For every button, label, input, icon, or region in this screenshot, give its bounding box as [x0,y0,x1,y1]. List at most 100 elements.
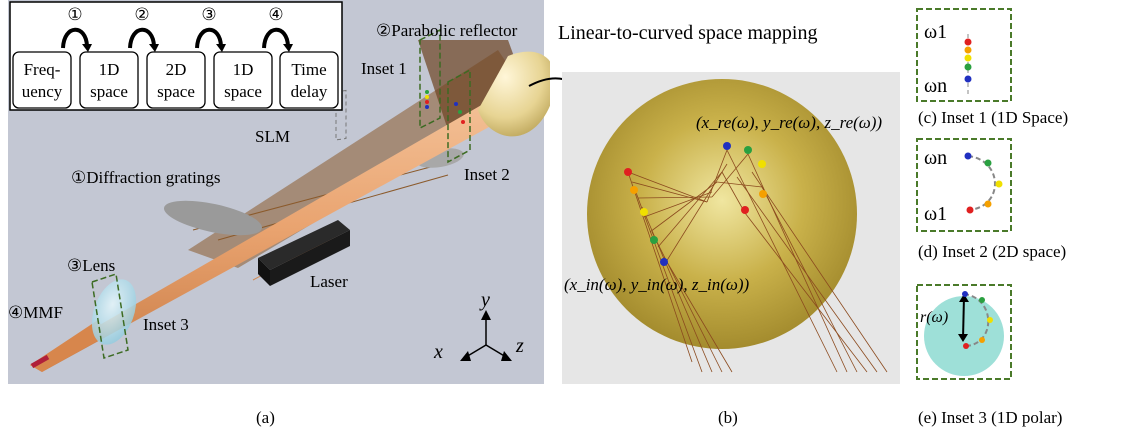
re-dot-orange [759,190,767,198]
flow-box-3-line1: 2D [166,60,187,79]
panel-b-title: Linear-to-curved space mapping [558,22,818,44]
c-dot-orange [964,46,972,54]
re-dot-blue [723,142,731,150]
label-diffraction-gratings: ①Diffraction gratings [71,168,220,187]
in-dot-blue [660,258,668,266]
radius-arrow [962,295,965,340]
label-mmf: ④MMF [8,303,63,322]
flow-box-1-line1: Freq- [24,60,61,79]
d-omega-top: ωn [924,147,947,169]
flow-box-3-line2: space [157,82,195,101]
label-in-coordinates: (x_in(ω), y_in(ω), z_in(ω)) [564,275,750,294]
label-lens: ③Lens [67,256,115,275]
slm-plate [335,89,347,141]
panel-e-figure: r(ω) [916,284,1012,380]
axis-y-label: y [479,289,490,311]
flow-box-4-line2: space [224,82,262,101]
laser-box-front [270,230,350,286]
caption-d: (d) Inset 2 (2D space) [918,242,1067,261]
label-inset2: Inset 2 [464,165,510,184]
main-beam [30,88,520,372]
inset2-dot-red [461,120,465,124]
label-re-coordinates: (x_re(ω), y_re(ω), z_re(ω)) [696,113,882,132]
inset1-frame [916,8,1012,102]
inset2-dot-green [458,110,462,114]
d-dot-orange [984,200,992,208]
label-parabolic-reflector: ②Parabolic reflector [376,21,518,40]
axis-z-line [485,344,507,358]
caption-e: (e) Inset 3 (1D polar) [918,408,1063,427]
c-omega-top: ω1 [924,21,947,43]
inset2-dot-blue [454,102,458,106]
ray-bundle [627,149,888,373]
flow-step-1-number: ① [67,5,82,24]
radius-label: r(ω) [920,309,948,326]
inset3-box [91,273,129,359]
in-dot-yellow [640,208,648,216]
d-dot-green [984,159,992,167]
flow-box-3 [146,51,206,109]
flow-step-4-number: ④ [268,5,283,24]
flow-step-2-number: ② [134,5,149,24]
re-dot-green [744,146,752,154]
axis-z-label: z [515,335,524,357]
flow-step-3-number: ③ [201,5,216,24]
panel-c-figure: ω1 ωn [916,8,1012,102]
flow-box-1-line2: uency [22,82,63,101]
flow-arrowhead-2 [149,44,159,52]
d-dot-yellow [995,180,1003,188]
label-slm: SLM [255,127,290,146]
e-dot-yellow [987,317,993,323]
flow-arrow-2 [128,27,156,49]
flow-box-2-line2: space [90,82,128,101]
label-inset3: Inset 3 [143,315,189,334]
caption-b: (b) [718,408,738,427]
reflector-sphere [587,79,857,349]
flow-box-5 [279,51,339,109]
flow-box-2-line1: 1D [99,60,120,79]
flow-arrowhead-3 [216,44,226,52]
panel-e: r(ω) [916,284,1012,380]
flow-steps: Freq- uency 1D space 2D space 1D space T… [12,5,339,109]
beam-taper [30,320,108,372]
panel-b-figure: (x_re(ω), y_re(ω), z_re(ω)) (x_in(ω), y_… [562,72,900,384]
c-omega-bottom: ωn [924,75,947,97]
flow-arrow-1 [61,27,89,49]
inset2-box [447,68,471,164]
label-laser: Laser [310,272,348,291]
laser-box-top [258,220,350,270]
flow-arrow-4 [262,27,290,49]
d-omega-bottom: ω1 [924,203,947,225]
e-dot-blue [962,291,968,297]
flow-box-4-line1: 1D [233,60,254,79]
caption-c: (c) Inset 1 (1D Space) [918,108,1069,127]
mmf-fiber [30,354,50,369]
parabolic-reflector [478,51,556,137]
axis-x-line [465,344,487,358]
c-dot-yellow [964,54,972,62]
caption-a: (a) [256,408,275,427]
re-dot-red [741,206,749,214]
inset1-dot-blue [425,105,429,109]
grating-plate-1 [164,200,262,236]
flow-box-5-line2: delay [291,82,328,101]
lens [91,279,137,345]
flow-arrow-3 [195,27,223,49]
flow-box-5-line1: Time [291,60,326,79]
axis-x-label: x [433,341,443,363]
e-dot-orange [979,337,985,343]
c-dot-red [964,38,972,46]
inset1-dot-red [425,100,429,104]
in-dot-green [650,236,658,244]
panel-d: ωn ω1 [916,138,1012,232]
radius-arrow-head-bottom [958,334,968,342]
label-inset1: Inset 1 [361,59,407,78]
inset1-box [419,28,441,130]
flow-arrowhead-4 [283,44,293,52]
e-dot-red [963,343,969,349]
inset1-dot-green [425,90,429,94]
axis-triad: y x z [433,289,524,363]
inset1-dot-yellow [425,95,429,99]
polar-guide-arc [963,293,990,347]
axis-z-arrow [501,351,512,361]
